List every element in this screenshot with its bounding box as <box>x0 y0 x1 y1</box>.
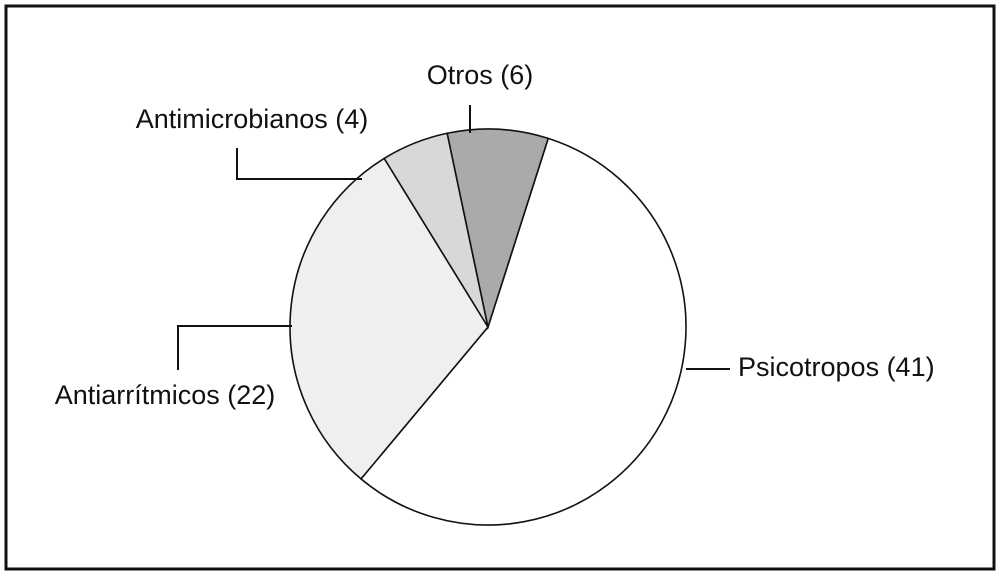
pie-slice <box>359 137 687 526</box>
slice-label: Otros (6) <box>427 60 534 90</box>
pie-slice <box>446 128 550 331</box>
slice-label: Antimicrobianos (4) <box>136 104 369 134</box>
leader-line <box>177 325 292 370</box>
pie <box>289 128 687 526</box>
leader-line <box>236 148 362 180</box>
pie-slice <box>289 157 489 481</box>
slice-label: Antiarrítmicos (22) <box>55 380 276 410</box>
slice-label: Psicotropos (41) <box>738 352 935 382</box>
